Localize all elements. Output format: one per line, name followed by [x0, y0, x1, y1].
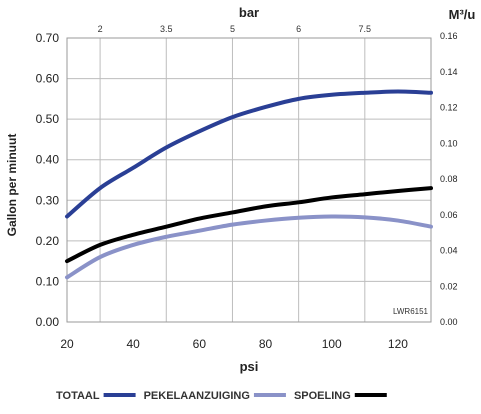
- y-tick-label: 0.20: [36, 234, 60, 248]
- legend-label-pekelaanzuiging: PEKELAANZUIGING: [144, 390, 250, 402]
- plot-frame: [66, 37, 432, 323]
- right-tick-label: 0.08: [440, 174, 458, 184]
- x-tick-label: 80: [259, 337, 273, 351]
- series-group: [65, 89, 433, 280]
- series-line-spoeling: [65, 186, 433, 264]
- x-tick-label: 60: [193, 337, 207, 351]
- right-tick-label: 0.14: [440, 67, 458, 77]
- x-tick-label: 100: [322, 337, 342, 351]
- right-tick-label: 0.02: [440, 281, 458, 291]
- x-tick-label: 40: [127, 337, 141, 351]
- right-tick-label: 0.12: [440, 103, 458, 113]
- legend-label-spoeling: SPOELING: [294, 390, 351, 402]
- y-tick-label: 0.40: [36, 153, 60, 167]
- legend-label-totaal: TOTAAL: [56, 390, 100, 402]
- right-tick-label: 0.06: [440, 210, 458, 220]
- right-tick-label: 0.10: [440, 138, 458, 148]
- top-tick-label: 7.5: [359, 24, 372, 34]
- top-tick-label: 3.5: [160, 24, 173, 34]
- tick-labels: 0.00 0.10 0.20 0.30 0.40 0.50 0.60 0.70 20 40 60 80…: [36, 24, 458, 351]
- chart-annotation: LWR6151: [393, 307, 429, 316]
- top-tick-label: 2: [98, 24, 103, 34]
- y-tick-label: 0.30: [36, 193, 60, 207]
- series-line-pekelaanzuiging: [65, 214, 433, 280]
- legend: TOTAAL PEKELAANZUIGING SPOELING: [56, 390, 387, 402]
- x-tick-label: 20: [60, 337, 74, 351]
- y-tick-label: 0.60: [36, 72, 60, 86]
- right-axis-title: M³/u: [449, 7, 476, 22]
- top-tick-label: 5: [230, 24, 235, 34]
- right-tick-label: 0.00: [440, 317, 458, 327]
- y-tick-label: 0.70: [36, 31, 60, 45]
- y-axis-title: Gallon per minuut: [5, 134, 19, 237]
- top-tick-label: 6: [296, 24, 301, 34]
- y-tick-label: 0.00: [36, 315, 60, 329]
- right-tick-label: 0.16: [440, 31, 458, 41]
- x-axis-title: psi: [240, 359, 259, 374]
- series-line-totaal: [65, 89, 433, 219]
- y-tick-label: 0.10: [36, 274, 60, 288]
- y-tick-label: 0.50: [36, 112, 60, 126]
- top-axis-title: bar: [239, 5, 259, 20]
- grid: [66, 37, 432, 323]
- x-tick-label: 120: [388, 337, 408, 351]
- right-tick-label: 0.04: [440, 246, 458, 256]
